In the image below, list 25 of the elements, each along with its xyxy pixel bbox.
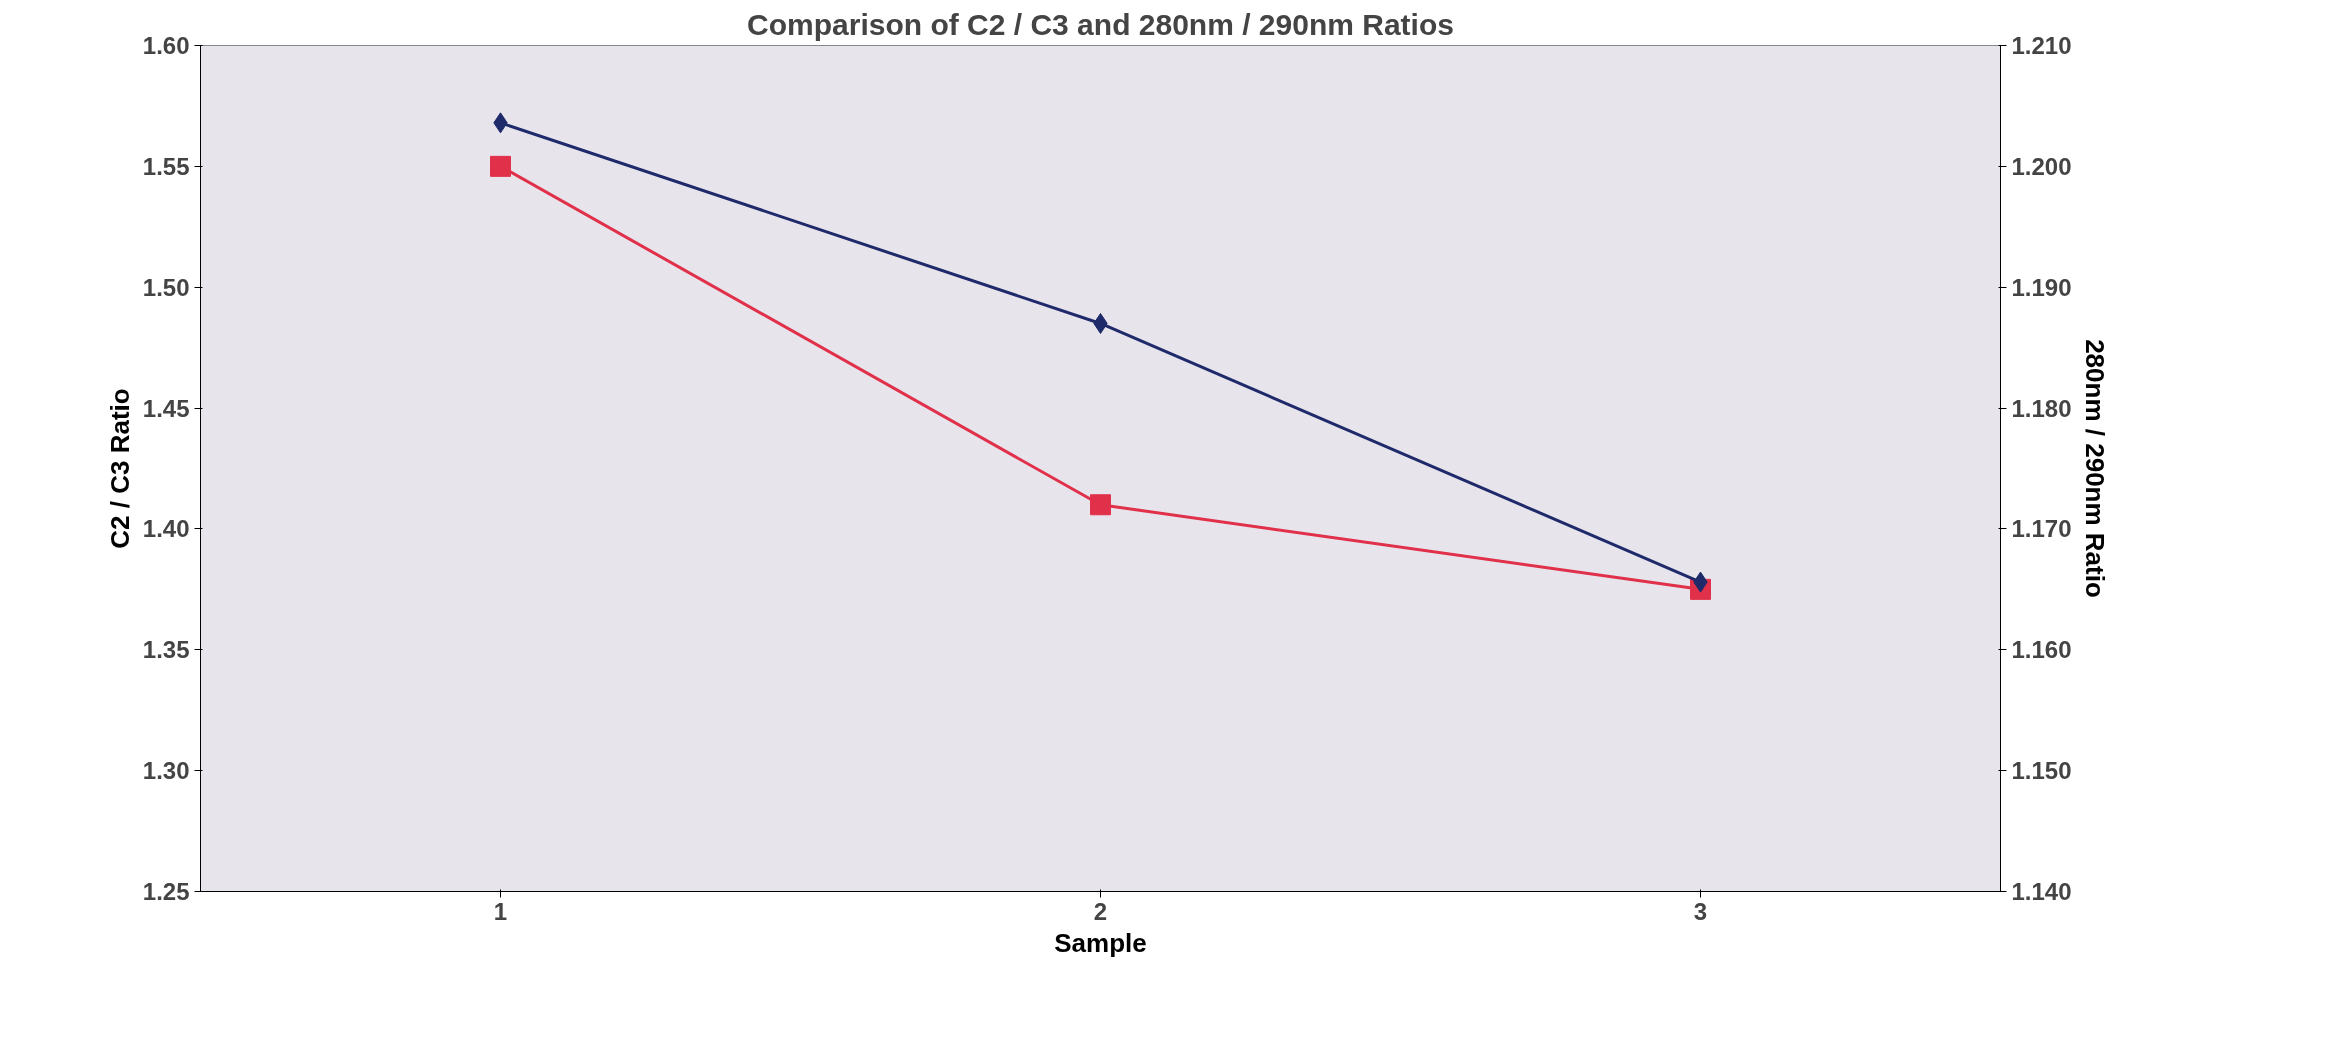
y-tick-label: 1.40: [142, 515, 190, 543]
y-tick-label: 1.35: [142, 636, 190, 664]
y2-tick-label: 1.170: [2011, 515, 2072, 543]
y2-tick-label: 1.160: [2011, 636, 2072, 664]
y-axis-title: C2 / C3 Ratio: [104, 388, 135, 549]
y-tick-label: 1.25: [142, 878, 190, 905]
y-tick-label: 1.30: [142, 757, 190, 785]
y-tick-label: 1.50: [142, 273, 190, 301]
point: [490, 155, 511, 177]
y2-tick-label: 1.150: [2011, 757, 2072, 785]
point: [1090, 494, 1111, 516]
chart-title: Comparison of C2 / C3 and 280nm / 290nm Ratios: [747, 7, 1454, 41]
y-tick-label: 1.55: [142, 152, 190, 180]
y2-tick-label: 1.200: [2011, 152, 2072, 180]
y2-tick-label: 1.210: [2011, 32, 2072, 59]
x-axis-title: Sample: [1054, 927, 1147, 958]
x-tick-label: 1: [493, 897, 508, 925]
y2-tick-label: 1.140: [2011, 878, 2072, 905]
y2-tick-label: 1.190: [2011, 273, 2072, 301]
y-tick-label: 1.45: [142, 394, 190, 422]
x-tick-label: 2: [1093, 897, 1108, 925]
y2-tick-label: 1.180: [2011, 394, 2072, 422]
x-tick-label: 3: [1693, 897, 1708, 925]
y2-axis-title: 280nm / 290nm Ratio: [2079, 339, 2110, 598]
y-tick-label: 1.60: [142, 32, 190, 59]
